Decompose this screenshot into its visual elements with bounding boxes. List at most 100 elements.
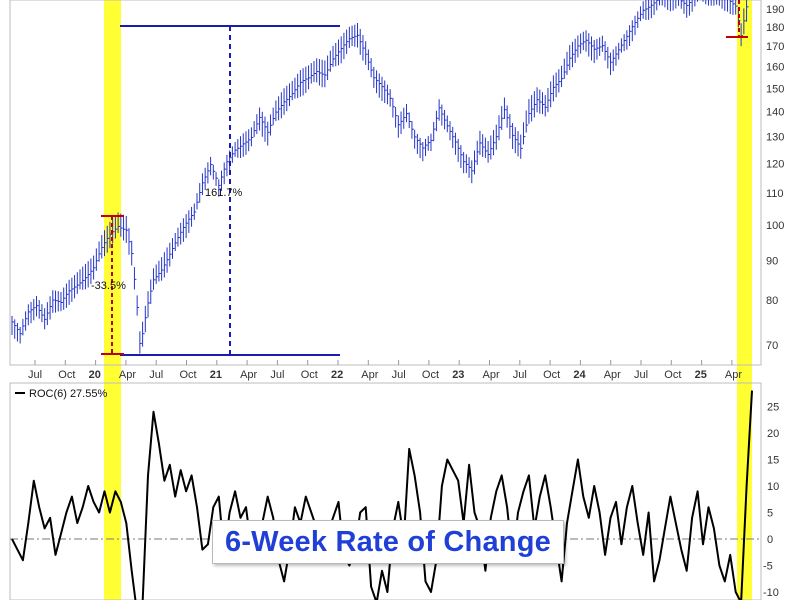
price-bar	[457, 138, 461, 162]
roc-series	[11, 390, 753, 600]
price-bar	[123, 214, 126, 241]
roc-y-tick-label: 5	[767, 508, 773, 520]
price-bar	[351, 25, 355, 47]
price-y-tick-label: 120	[766, 159, 784, 171]
price-bar	[133, 267, 137, 290]
x-tick-label: 22	[331, 369, 343, 381]
price-bar	[278, 96, 281, 121]
price-bar	[299, 70, 303, 97]
price-bar	[27, 304, 31, 326]
price-bar	[395, 106, 398, 128]
price-bar	[49, 296, 53, 320]
x-axis: Jul Oct 20 Apr Jul Oct 21 Apr Jul Oct 22 Apr Jul Oct 2…	[28, 360, 742, 381]
price-bar	[104, 230, 107, 257]
x-tick-label: Apr	[361, 369, 378, 381]
price-bar	[607, 46, 610, 69]
price-bar	[425, 138, 428, 157]
price-bar	[41, 304, 44, 323]
x-tick-label: Apr	[483, 369, 500, 381]
price-bar	[256, 114, 259, 134]
price-bar	[163, 252, 167, 278]
price-bar	[346, 29, 349, 54]
price-bar	[525, 110, 529, 133]
price-bar	[656, 0, 659, 11]
price-y-tick-label: 100	[766, 220, 784, 232]
indicator-y-axis: 25 20 15 10 5 0 -5 -10	[763, 402, 779, 600]
price-y-tick-label: 160	[766, 62, 784, 74]
price-bar	[185, 214, 189, 239]
roc-y-tick-label: 0	[767, 534, 773, 546]
price-bar	[503, 97, 507, 120]
price-bar	[438, 99, 442, 121]
price-bar	[11, 315, 14, 335]
price-bar	[114, 215, 118, 239]
price-bar	[125, 215, 129, 243]
price-bar	[460, 145, 463, 168]
price-bar	[259, 107, 262, 131]
price-bar	[348, 26, 352, 48]
price-bar	[577, 35, 580, 58]
price-bar	[174, 232, 178, 252]
price-bar	[465, 154, 469, 174]
price-bar	[337, 39, 341, 66]
price-bar	[471, 160, 474, 184]
price-bar	[743, 8, 746, 35]
price-bar	[106, 225, 110, 253]
price-bar	[683, 0, 686, 14]
price-bar	[201, 173, 205, 196]
price-bar	[732, 0, 735, 15]
price-bar	[397, 115, 401, 138]
price-bar	[463, 151, 466, 174]
roc-y-tick-label: 25	[767, 402, 779, 414]
price-bar	[340, 36, 344, 64]
price-bar	[659, 0, 660, 6]
x-tick-label: Jul	[634, 369, 648, 381]
price-bar	[357, 23, 360, 48]
drawdown-percent-label: -33.5%	[91, 280, 126, 292]
price-bar	[727, 0, 729, 12]
price-bar	[95, 248, 99, 271]
price-bar	[547, 87, 550, 113]
price-bar	[231, 146, 235, 163]
drawdown-2025-marker	[726, 0, 748, 38]
price-panel-frame	[9, 0, 762, 366]
price-bar	[620, 38, 624, 53]
price-bar	[242, 133, 246, 157]
price-bar	[93, 255, 96, 280]
price-bar	[539, 89, 542, 114]
price-bar	[33, 299, 36, 321]
price-bar	[716, 0, 718, 5]
price-bar	[318, 59, 322, 86]
roc-y-tick-label: 15	[767, 455, 779, 467]
price-y-tick-label: 90	[766, 256, 778, 268]
price-bar	[593, 39, 597, 64]
price-bar	[272, 107, 276, 126]
price-bar	[291, 80, 295, 101]
price-bar	[430, 133, 433, 152]
price-bar	[250, 127, 254, 147]
price-bar	[419, 137, 423, 159]
rally-measure: 161.7%	[120, 25, 340, 356]
price-bar	[675, 0, 677, 9]
price-y-tick-label: 130	[766, 132, 784, 144]
price-bar	[680, 0, 684, 9]
price-bar	[308, 65, 311, 90]
price-bar	[57, 291, 61, 312]
price-y-tick-label: 150	[766, 83, 784, 95]
price-bar	[642, 1, 646, 19]
roc-line	[11, 390, 753, 600]
price-bar	[678, 0, 680, 6]
price-bar	[422, 141, 425, 162]
drawdown-measure: -33.5%	[91, 215, 126, 355]
price-bar	[669, 0, 671, 12]
price-bar	[392, 97, 395, 118]
price-bar	[120, 213, 123, 237]
price-bar	[155, 264, 159, 284]
roc-y-tick-label: -5	[763, 561, 773, 573]
price-bars	[11, 0, 749, 354]
price-bar	[60, 291, 63, 312]
price-bar	[19, 326, 23, 344]
price-bar	[63, 287, 66, 310]
price-bar	[196, 193, 199, 210]
price-bar	[710, 0, 712, 6]
